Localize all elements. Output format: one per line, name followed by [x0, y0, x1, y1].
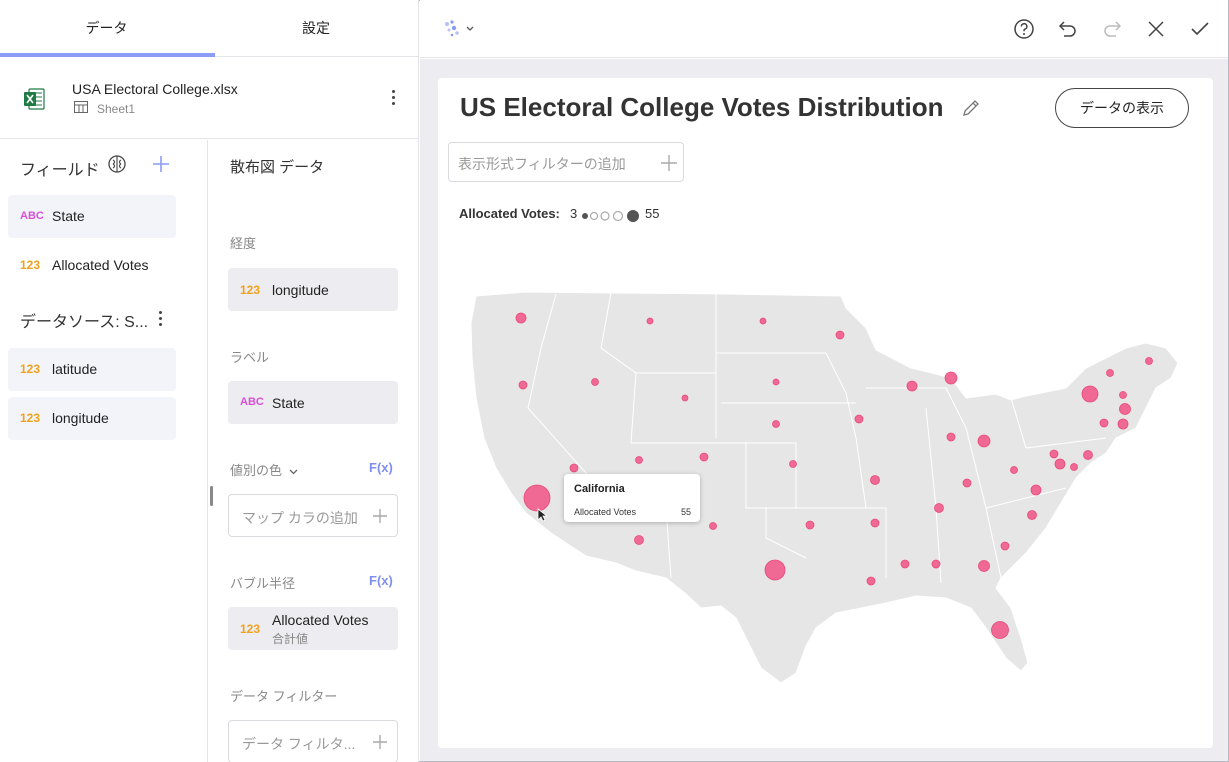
bubble-radius-slot[interactable]: 123 Allocated Votes 合計値: [228, 607, 398, 650]
usa-map-shape: [470, 291, 1179, 684]
tab-settings[interactable]: 設定: [302, 20, 330, 36]
plus-icon: [373, 509, 387, 523]
check-icon[interactable]: [1188, 17, 1212, 41]
radius-fx-button[interactable]: F(x): [369, 573, 393, 588]
redo-icon[interactable]: [1100, 17, 1124, 41]
number-type-icon: 123: [20, 258, 41, 272]
aggregation-label: 合計値: [272, 632, 309, 646]
datasource-header: USA Electoral College.xlsx Sheet1: [0, 57, 419, 139]
map-color-placeholder: マップ カラの追加: [242, 510, 358, 526]
bubble-tooltip: California Allocated Votes 55: [564, 474, 700, 522]
longitude-label: 経度: [230, 236, 257, 251]
undo-icon[interactable]: [1056, 17, 1080, 41]
legend-max: 55: [645, 206, 660, 221]
text-type-icon: ABC: [240, 396, 264, 408]
field-label: Allocated Votes: [52, 257, 149, 273]
scatter-map-icon[interactable]: [442, 18, 476, 40]
tooltip-title: California: [574, 483, 625, 495]
fields-panel: フィールド ABC State 123 Allocated Votes データソ…: [0, 140, 208, 762]
datasource-fields-menu-icon[interactable]: [152, 308, 168, 328]
close-icon[interactable]: [1144, 17, 1168, 41]
field-longitude[interactable]: 123 longitude: [8, 397, 176, 440]
panel-splitter[interactable]: [210, 486, 213, 506]
table-icon: [74, 101, 88, 113]
number-type-icon: 123: [240, 283, 261, 297]
number-type-icon: 123: [20, 362, 41, 376]
tooltip-value: 55: [680, 507, 691, 517]
legend-label: Allocated Votes:: [459, 206, 560, 221]
active-tab-indicator: [0, 53, 215, 57]
chevron-down-icon: [289, 469, 298, 475]
color-fx-button[interactable]: F(x): [369, 460, 393, 475]
bubble-legend: Allocated Votes: 3 55: [459, 206, 659, 221]
scatter-settings-panel: 散布図 データ 経度 123 longitude ラベル ABC State 値…: [209, 140, 419, 762]
data-filter-placeholder: データ フィルタ...: [242, 736, 356, 752]
tab-data[interactable]: データ: [85, 20, 128, 36]
tooltip-field: Allocated Votes: [574, 507, 637, 517]
field-allocated-votes[interactable]: 123 Allocated Votes: [8, 244, 176, 287]
state-borders: [527, 292, 1107, 584]
sheet-name: Sheet1: [97, 102, 136, 116]
map-color-slot[interactable]: マップ カラの追加: [228, 494, 398, 537]
legend-size-scale: [582, 210, 639, 222]
slot-field-name: longitude: [272, 282, 329, 298]
number-type-icon: 123: [240, 622, 261, 636]
legend-min: 3: [570, 206, 578, 221]
mouse-cursor-icon: [537, 508, 547, 522]
field-label: latitude: [52, 361, 98, 377]
left-panel: データ 設定 USA Electoral College.xlsx Sheet1…: [0, 0, 419, 762]
number-type-icon: 123: [20, 411, 41, 425]
visualization-title[interactable]: US Electoral College Votes Distribution: [460, 92, 944, 122]
brain-icon[interactable]: [107, 154, 127, 174]
data-filter-slot[interactable]: データ フィルタ...: [228, 720, 398, 762]
datasource-title: データソース: S...: [20, 314, 149, 331]
usa-map: [470, 291, 1179, 684]
slot-field-name: Allocated Votes: [272, 612, 369, 628]
longitude-slot[interactable]: 123 longitude: [228, 268, 398, 311]
datasource-file-name: USA Electoral College.xlsx: [72, 81, 238, 97]
plus-icon: [661, 155, 677, 171]
fields-title: フィールド: [20, 162, 100, 179]
text-type-icon: ABC: [20, 210, 44, 222]
help-icon[interactable]: [1012, 17, 1036, 41]
field-state[interactable]: ABC State: [8, 195, 176, 238]
pencil-icon[interactable]: [961, 98, 981, 118]
data-filter-label: データ フィルター: [230, 689, 338, 704]
show-data-button[interactable]: データの表示: [1055, 88, 1189, 128]
color-by-value-label[interactable]: 値別の色: [230, 460, 298, 479]
bubble-radius-label: バブル半径: [230, 576, 296, 591]
label-label: ラベル: [230, 350, 270, 365]
datasource-menu-icon[interactable]: [384, 87, 402, 109]
plus-icon: [373, 735, 387, 749]
panel-tabs: データ 設定: [0, 0, 419, 57]
field-label: longitude: [52, 410, 109, 426]
visualization-card: US Electoral College Votes Distribution …: [438, 78, 1213, 748]
visualization-filter-input[interactable]: 表示形式フィルターの追加: [448, 142, 684, 182]
add-field-icon[interactable]: [151, 154, 171, 174]
filter-placeholder: 表示形式フィルターの追加: [458, 156, 626, 172]
excel-icon: [24, 88, 45, 110]
field-label: State: [52, 208, 85, 224]
field-latitude[interactable]: 123 latitude: [8, 348, 176, 391]
settings-title: 散布図 データ: [230, 159, 325, 176]
label-slot[interactable]: ABC State: [228, 381, 398, 424]
toolbar: [420, 0, 1228, 58]
slot-field-name: State: [272, 395, 305, 411]
